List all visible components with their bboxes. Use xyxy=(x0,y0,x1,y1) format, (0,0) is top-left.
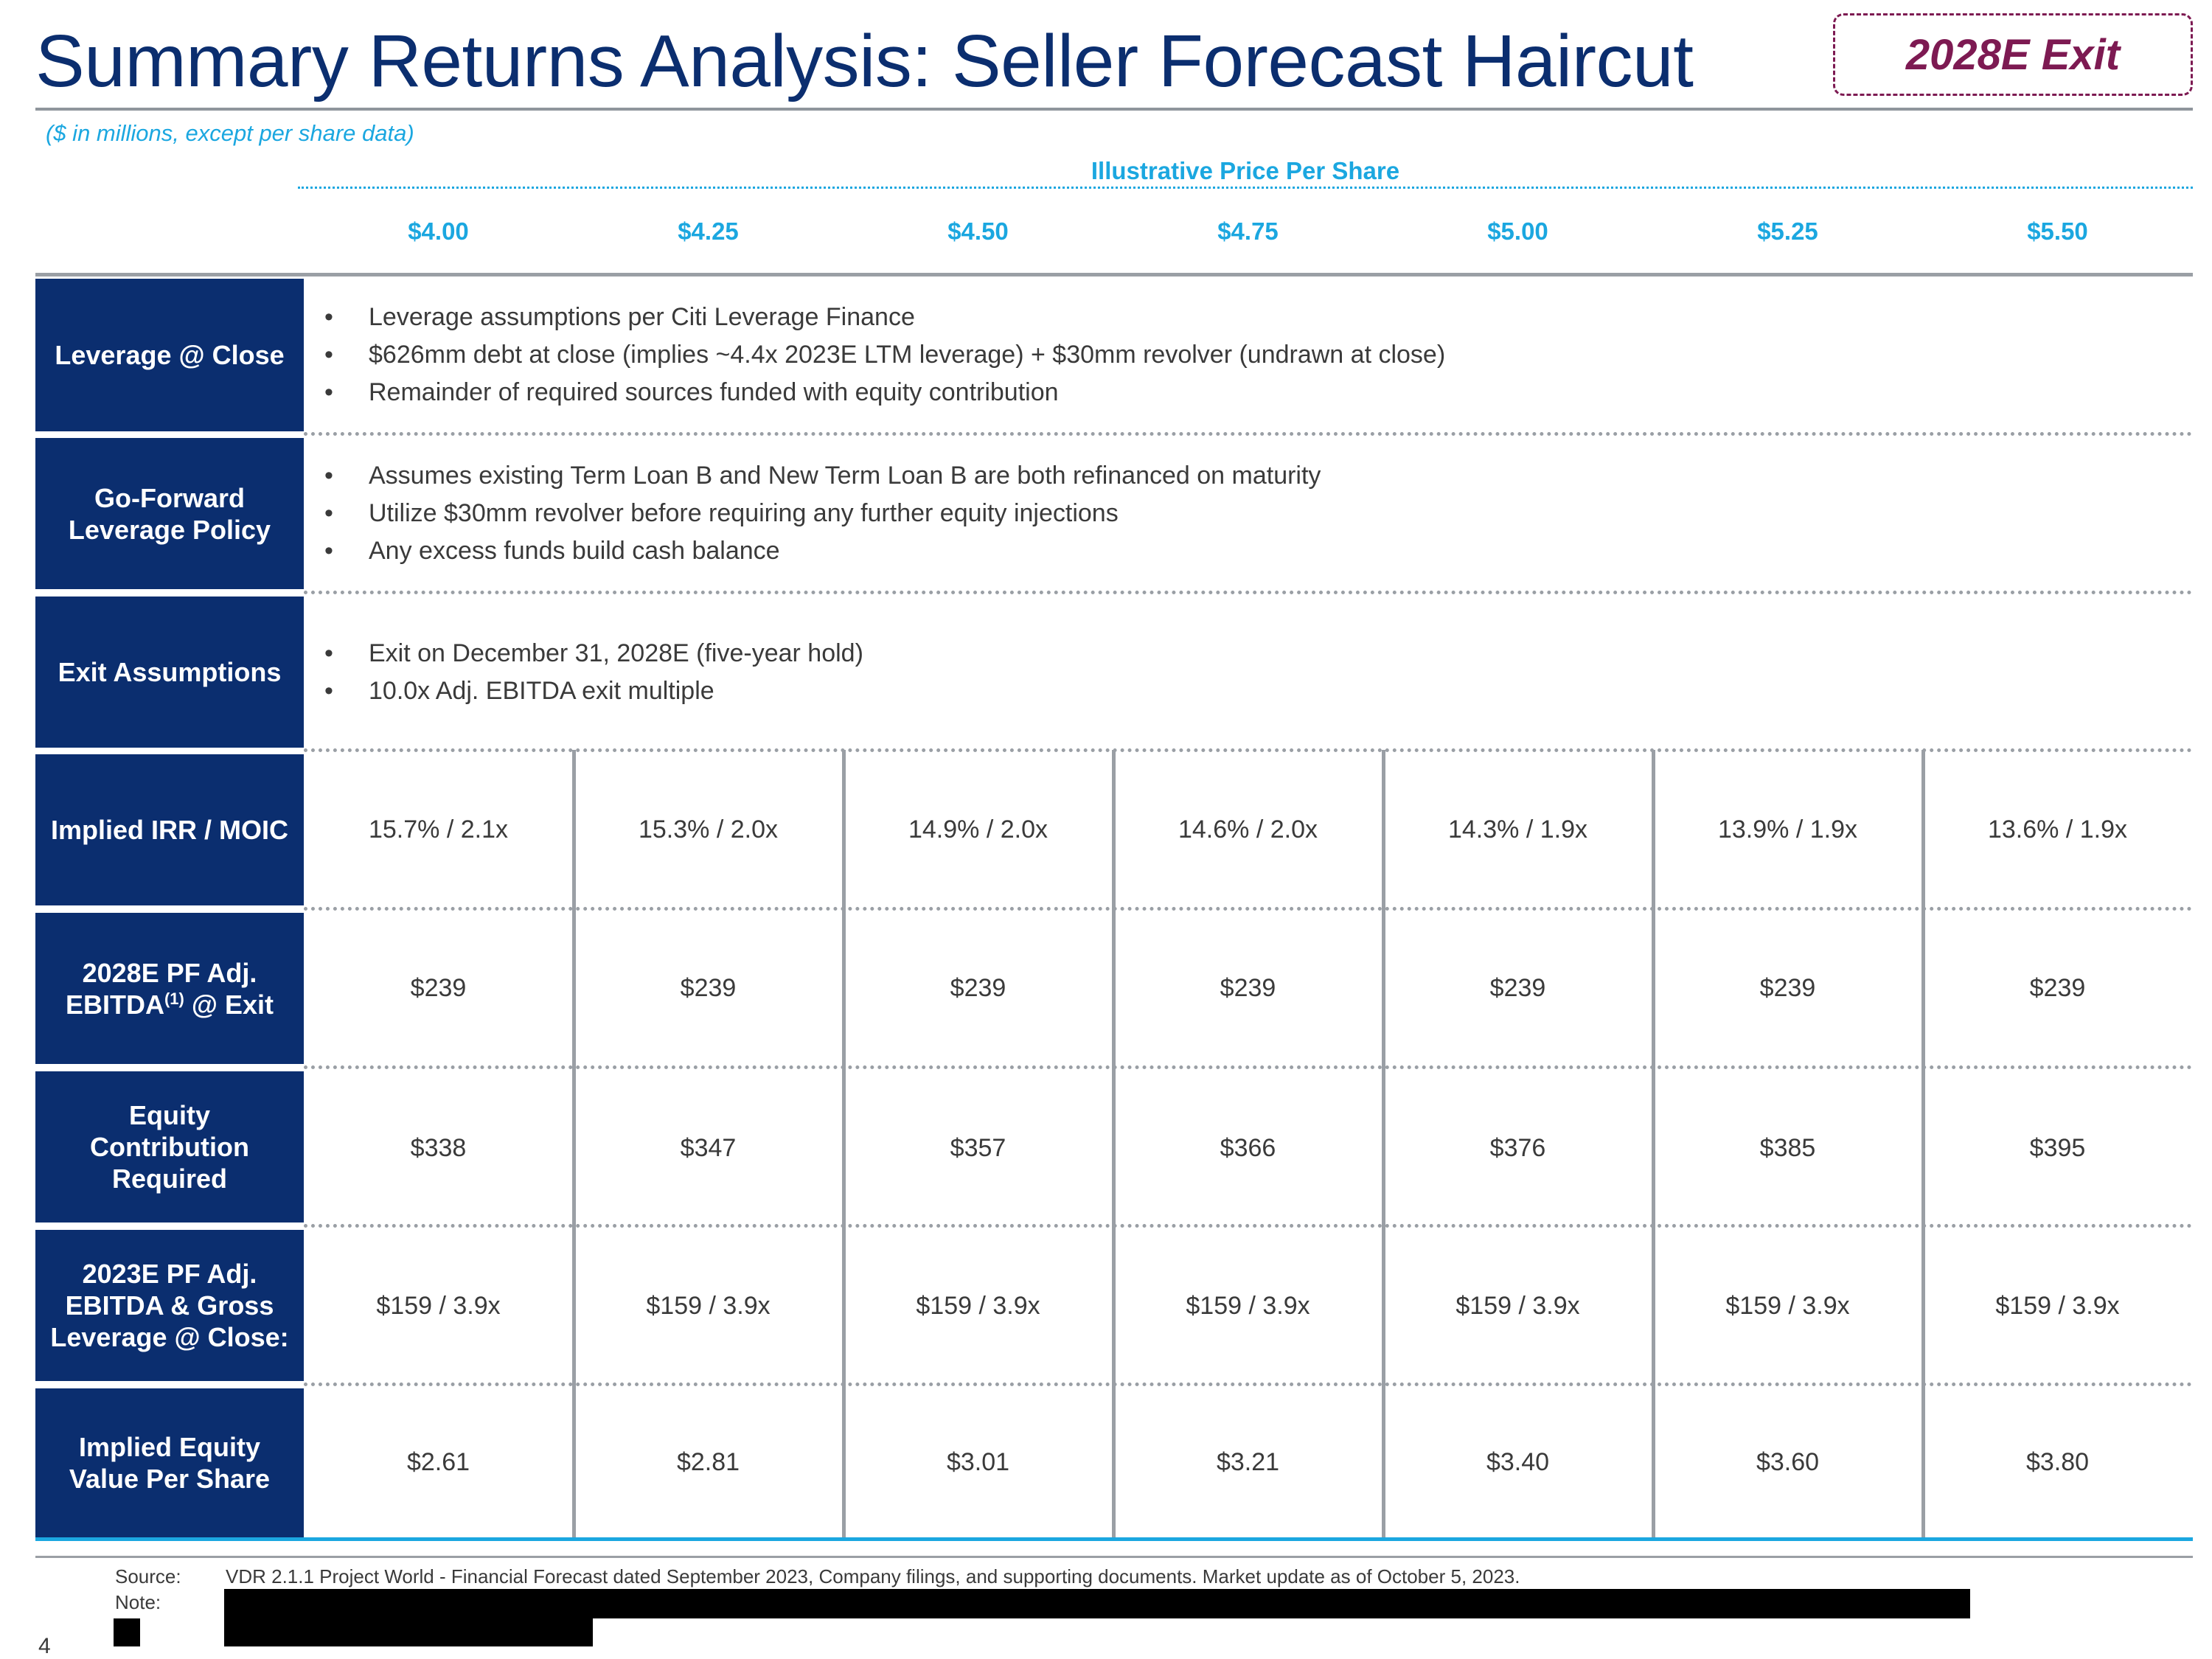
ebitda-exit-cell: $239 xyxy=(950,974,1006,1002)
note-label: Note: xyxy=(115,1591,161,1613)
price-header-divider xyxy=(298,187,2193,189)
price-column-header: $5.00 xyxy=(1487,218,1548,245)
ebitda-leverage-cell: $159 / 3.9x xyxy=(1455,1292,1580,1320)
bullet-item: • $626mm debt at close (implies ~4.4x 202… xyxy=(324,341,1446,369)
ebitda-exit-cell: $239 xyxy=(1220,974,1276,1002)
redaction-block xyxy=(114,1618,140,1646)
irr-moic-cell: 14.9% / 2.0x xyxy=(908,815,1048,844)
irr-moic-cell: 15.3% / 2.0x xyxy=(638,815,778,844)
row-divider xyxy=(304,748,2193,752)
equity-value-cell: $3.40 xyxy=(1486,1448,1550,1476)
table-bottom-rule xyxy=(35,1537,2193,1541)
row-label-go-forward-leverage-policy: Go-Forward Leverage Policy xyxy=(35,438,304,589)
irr-moic-cell: 15.7% / 2.1x xyxy=(368,815,508,844)
equity-value-cell: $2.61 xyxy=(406,1448,470,1476)
row-divider xyxy=(304,432,2193,436)
price-column-header: $5.25 xyxy=(1757,218,1818,245)
row-label-2023e-ebitda-gross-leverage: 2023E PF Adj. EBITDA & Gross Leverage @ … xyxy=(35,1230,304,1381)
row-divider xyxy=(304,1382,2193,1386)
row-label-equity-contribution-required: Equity Contribution Required xyxy=(35,1071,304,1222)
irr-moic-cell: 13.9% / 1.9x xyxy=(1717,815,1857,844)
equity-value-cell: $3.01 xyxy=(946,1448,1010,1476)
price-column-header: $4.50 xyxy=(947,218,1009,245)
irr-moic-cell: 13.6% / 1.9x xyxy=(1987,815,2127,844)
ebitda-exit-cell: $239 xyxy=(1759,974,1816,1002)
ebitda-leverage-cell: $159 / 3.9x xyxy=(376,1292,501,1320)
footnote-marker: (1) xyxy=(164,989,184,1008)
row-label-exit-assumptions: Exit Assumptions xyxy=(35,597,304,748)
row-divider xyxy=(304,591,2193,594)
price-column-header: $4.25 xyxy=(678,218,739,245)
bullet-item: • 10.0x Adj. EBITDA exit multiple xyxy=(324,676,714,705)
units-note: ($ in millions, except per share data) xyxy=(46,120,414,146)
price-header-label: Illustrative Price Per Share xyxy=(1091,157,1400,184)
ebitda-exit-cell: $239 xyxy=(1489,974,1546,1002)
exit-badge: 2028E Exit xyxy=(1833,13,2193,96)
equity-value-cell: $3.21 xyxy=(1216,1448,1280,1476)
source-label: Source: xyxy=(115,1565,181,1587)
equity-contribution-cell: $376 xyxy=(1489,1134,1546,1162)
bullet-item: • Assumes existing Term Loan B and New Te… xyxy=(324,462,1321,490)
price-column-header: $5.50 xyxy=(2027,218,2088,245)
redaction-block xyxy=(224,1589,1970,1618)
bullet-item: • Utilize $30mm revolver before requiring… xyxy=(324,499,1119,527)
leverage-at-close-bullets: • Leverage assumptions per Citi Leverage … xyxy=(324,279,1445,431)
column-separator xyxy=(1921,750,1925,1541)
exit-assumptions-bullets: • Exit on December 31, 2028E (five-year h… xyxy=(324,597,863,748)
irr-moic-cell: 14.6% / 2.0x xyxy=(1178,815,1318,844)
column-separator xyxy=(1652,750,1655,1541)
row-divider xyxy=(304,1224,2193,1228)
bullet-item: • Any excess funds build cash balance xyxy=(324,537,780,565)
source-text: VDR 2.1.1 Project World - Financial Fore… xyxy=(226,1565,1520,1587)
go-forward-bullets: • Assumes existing Term Loan B and New Te… xyxy=(324,438,1321,589)
footer-divider xyxy=(35,1556,2193,1558)
price-column-header: $4.75 xyxy=(1217,218,1279,245)
equity-contribution-cell: $338 xyxy=(410,1134,467,1162)
bullet-item: • Remainder of required sources funded wi… xyxy=(324,378,1059,406)
row-divider xyxy=(304,1065,2193,1069)
row-divider xyxy=(304,907,2193,911)
column-separator xyxy=(1112,750,1116,1541)
irr-moic-cell: 14.3% / 1.9x xyxy=(1447,815,1587,844)
equity-value-cell: $3.80 xyxy=(2025,1448,2090,1476)
bullet-item: • Leverage assumptions per Citi Leverage … xyxy=(324,303,915,331)
equity-value-cell: $3.60 xyxy=(1756,1448,1820,1476)
bullet-item: • Exit on December 31, 2028E (five-year h… xyxy=(324,639,863,667)
redaction-block xyxy=(224,1618,593,1646)
ebitda-exit-cell: $239 xyxy=(2029,974,2086,1002)
column-separator xyxy=(1382,750,1385,1541)
ebitda-exit-cell: $239 xyxy=(680,974,737,1002)
ebitda-leverage-cell: $159 / 3.9x xyxy=(1995,1292,2120,1320)
row-label-text: 2028E PF Adj. EBITDA(1) @ Exit xyxy=(65,957,274,1020)
equity-contribution-cell: $347 xyxy=(680,1134,737,1162)
page-number: 4 xyxy=(38,1634,51,1658)
title-divider xyxy=(35,108,2193,111)
ebitda-leverage-cell: $159 / 3.9x xyxy=(1186,1292,1310,1320)
row-label-2028e-ebitda-at-exit: 2028E PF Adj. EBITDA(1) @ Exit xyxy=(35,913,304,1064)
ebitda-leverage-cell: $159 / 3.9x xyxy=(1725,1292,1850,1320)
row-label-leverage-at-close: Leverage @ Close xyxy=(35,279,304,431)
equity-contribution-cell: $366 xyxy=(1220,1134,1276,1162)
page-title: Summary Returns Analysis: Seller Forecas… xyxy=(35,20,1694,102)
row-label-implied-equity-value-per-share: Implied Equity Value Per Share xyxy=(35,1388,304,1537)
table-header-divider xyxy=(35,273,2193,276)
ebitda-leverage-cell: $159 / 3.9x xyxy=(646,1292,771,1320)
equity-contribution-cell: $395 xyxy=(2029,1134,2086,1162)
equity-value-cell: $2.81 xyxy=(676,1448,740,1476)
ebitda-exit-cell: $239 xyxy=(410,974,467,1002)
column-separator xyxy=(842,750,846,1541)
price-column-header: $4.00 xyxy=(408,218,469,245)
column-separator xyxy=(572,750,576,1541)
equity-contribution-cell: $357 xyxy=(950,1134,1006,1162)
equity-contribution-cell: $385 xyxy=(1759,1134,1816,1162)
ebitda-leverage-cell: $159 / 3.9x xyxy=(916,1292,1040,1320)
row-label-implied-irr-moic: Implied IRR / MOIC xyxy=(35,754,304,905)
